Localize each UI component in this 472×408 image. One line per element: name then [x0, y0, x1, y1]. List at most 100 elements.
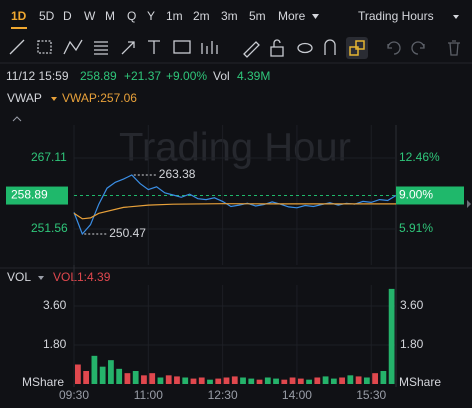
volume-bar — [264, 377, 271, 384]
volume-bar — [116, 368, 123, 384]
volume-bar — [314, 377, 321, 384]
period-button[interactable]: 3m — [221, 9, 238, 23]
volume-bar — [322, 376, 329, 384]
x-tick-label: 14:00 — [282, 388, 312, 402]
volume-bar — [91, 355, 98, 384]
indicator-name[interactable]: VWAP — [7, 91, 42, 105]
volume-bar — [372, 373, 379, 384]
volume-bar — [388, 288, 395, 384]
volume-bar — [231, 376, 238, 384]
tool-magnet[interactable] — [324, 39, 336, 55]
y2-tick-label: 1.80 — [400, 337, 424, 351]
x-tick-label: 09:30 — [59, 388, 89, 402]
tool-eye[interactable] — [297, 42, 313, 54]
indicator-value: VWAP:257.06 — [62, 91, 137, 105]
quote-price: 258.89 — [80, 69, 117, 83]
volume-bar — [99, 366, 106, 384]
tool-measure[interactable] — [201, 41, 218, 54]
volume-bar — [75, 364, 81, 384]
volume-unit: MShare — [22, 375, 64, 389]
annotation-label: 263.38 — [159, 167, 196, 181]
period-button[interactable]: 5m — [249, 9, 266, 23]
volume-bar — [83, 371, 90, 384]
price-tag — [6, 186, 68, 205]
volume-bar — [190, 378, 197, 384]
y-tick-label: 251.56 — [31, 221, 68, 235]
tool-arrow[interactable] — [121, 41, 135, 55]
volume-caret — [38, 276, 44, 280]
volume-bar — [380, 371, 387, 384]
period-button[interactable]: D — [63, 9, 72, 23]
tool-active-bg — [346, 37, 368, 59]
volume-bar — [339, 377, 345, 384]
period-button[interactable]: W — [84, 9, 96, 23]
x-tick-label: 12:30 — [208, 388, 238, 402]
y-tick-label: 267.11 — [31, 150, 67, 164]
volume-bar — [223, 377, 230, 384]
period-button[interactable]: 5D — [39, 9, 55, 23]
volume-bar — [157, 377, 164, 384]
volume-bar — [165, 375, 172, 384]
volume-bar — [297, 378, 304, 384]
more-button[interactable]: More — [278, 9, 306, 23]
period-underline — [11, 27, 27, 29]
period-button[interactable]: 1D — [11, 9, 27, 23]
quote-change: +21.37 — [124, 69, 161, 83]
volume-bar — [347, 375, 354, 384]
volume-bar — [330, 378, 337, 384]
period-button[interactable]: M — [105, 9, 115, 23]
collapse-icon[interactable] — [12, 116, 22, 122]
tool-redo[interactable] — [411, 41, 425, 55]
percent-tag — [396, 186, 464, 205]
y2-tick-label: 9.00% — [399, 188, 433, 202]
annotation-label: 250.47 — [109, 226, 146, 240]
volume-bar — [355, 376, 362, 384]
period-button[interactable]: 1m — [166, 9, 183, 23]
session-button[interactable]: Trading Hours — [358, 9, 434, 23]
y2-tick-label: 12.46% — [399, 150, 440, 164]
tool-pen[interactable] — [243, 41, 260, 58]
volume-bar — [108, 360, 114, 384]
y2-tick-label: 5.91% — [399, 221, 433, 235]
volume-bar — [198, 377, 205, 384]
quote-percent: +9.00% — [166, 69, 207, 83]
tool-link[interactable] — [349, 40, 365, 56]
volume-title: VOL — [7, 270, 31, 284]
volume-bar — [289, 377, 296, 384]
watermark: Trading Hour — [119, 126, 351, 170]
volume-bar — [174, 376, 180, 384]
indicator-caret — [51, 97, 57, 101]
more-caret — [312, 14, 319, 19]
volume-bar — [240, 377, 246, 384]
volume-bar — [273, 378, 279, 384]
y2-tick-label: 3.60 — [400, 298, 424, 312]
tool-text[interactable] — [148, 40, 160, 54]
period-button[interactable]: 2m — [193, 9, 210, 23]
tool-rect[interactable] — [37, 40, 52, 54]
volume-bar — [182, 377, 189, 384]
volume-bar — [207, 379, 213, 384]
vwap-line — [73, 203, 396, 220]
tool-undo[interactable] — [387, 41, 401, 55]
tool-lock[interactable] — [270, 39, 284, 57]
y-tick-label: 1.80 — [43, 337, 67, 351]
tool-fib[interactable] — [63, 39, 108, 55]
volume-bar — [256, 379, 263, 384]
volume-bar — [306, 379, 312, 384]
scroll-handle[interactable] — [467, 200, 471, 208]
tool-line[interactable] — [9, 39, 25, 55]
tool-delete[interactable] — [448, 40, 460, 56]
x-tick-label: 15:30 — [356, 388, 386, 402]
quote-vol-label: Vol — [213, 69, 230, 83]
tool-label[interactable] — [173, 40, 191, 54]
period-button[interactable]: Y — [147, 9, 155, 23]
x-tick-label: 11:00 — [134, 388, 163, 402]
volume-bar — [149, 373, 156, 384]
volume-unit: MShare — [399, 375, 441, 389]
volume-bar — [248, 378, 255, 384]
drawing-toolbar — [9, 37, 460, 59]
period-button[interactable]: Q — [127, 9, 136, 23]
y-tick-label: 3.60 — [43, 298, 67, 312]
volume-bar — [215, 378, 222, 384]
